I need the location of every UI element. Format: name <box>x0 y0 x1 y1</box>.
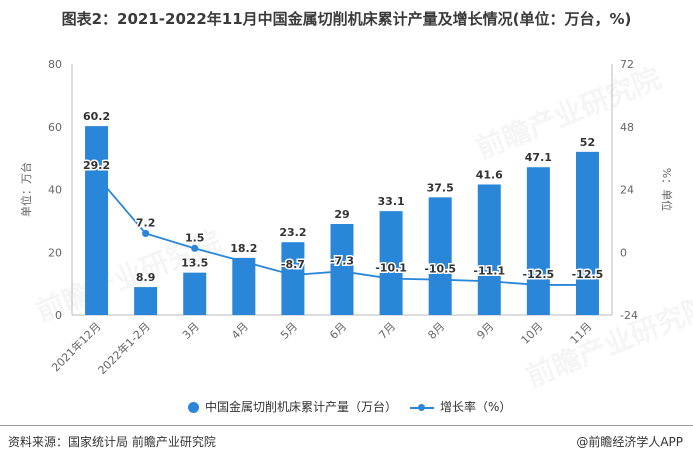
bar-data-label: 47.1 <box>525 151 552 164</box>
y2-tick-label: -24 <box>620 309 638 322</box>
bar-data-label: 23.2 <box>279 226 306 239</box>
line-point <box>485 277 493 285</box>
legend-line-swatch <box>410 402 434 413</box>
bar <box>428 197 452 315</box>
legend-bar-swatch <box>188 402 199 413</box>
bar-data-label: 18.2 <box>230 242 257 255</box>
line-point <box>338 267 346 275</box>
footer-divider <box>0 425 693 426</box>
line-data-label: 7.2 <box>136 216 156 229</box>
line-point <box>92 172 101 180</box>
line-point <box>289 271 297 279</box>
page-title: 图表2：2021-2022年11月中国金属切削机床累计产量及增长情况(单位：万台… <box>61 10 632 28</box>
bar-data-label: 8.9 <box>136 271 156 284</box>
bar-data-label: 13.5 <box>181 257 208 270</box>
x-tick-label: 7月 <box>376 320 398 342</box>
bar-data-label: 52 <box>580 136 595 149</box>
bar <box>281 242 305 315</box>
bar <box>183 272 207 315</box>
bar <box>379 211 403 315</box>
x-tick-label: 8月 <box>425 320 447 342</box>
line-point <box>191 244 199 252</box>
line-point <box>534 281 542 289</box>
line-data-label: -10.5 <box>424 263 456 276</box>
line-data-label: -10.1 <box>375 262 407 275</box>
line-point <box>436 276 444 284</box>
y2-tick-label: 72 <box>620 58 634 71</box>
y2-tick-label: 0 <box>620 246 627 259</box>
legend-line-label: 增长率（%） <box>440 400 512 414</box>
bar <box>575 151 599 315</box>
y-axis-title: 单位：万台 <box>19 162 33 217</box>
x-tick-label: 10月 <box>519 320 546 347</box>
line-point <box>142 229 150 238</box>
bar-data-label: 29 <box>334 208 349 221</box>
x-tick-label: 6月 <box>327 320 349 342</box>
y2-tick-label: 48 <box>620 121 634 134</box>
y2-axis-title: %：单位 <box>660 168 674 211</box>
x-tick-label: 11月 <box>568 320 595 347</box>
x-tick-label: 2021年12月 <box>49 319 104 374</box>
line-data-label: -12.5 <box>572 268 604 281</box>
line-data-label: 1.5 <box>185 231 205 244</box>
x-tick-label: 9月 <box>474 320 496 342</box>
credit-note: @前瞻经济学人APP <box>576 435 683 449</box>
y-tick-label: 80 <box>48 58 62 71</box>
source-note: 资料来源：国家统计局 前瞻产业研究院 <box>8 435 216 449</box>
line-point <box>387 275 395 283</box>
line-point <box>583 281 592 289</box>
legend-bar-label: 中国金属切削机床累计产量（万台） <box>205 400 398 414</box>
bar-data-label: 37.5 <box>427 181 454 194</box>
bar-data-label: 41.6 <box>476 168 503 181</box>
y2-tick-label: 24 <box>620 184 634 197</box>
bar-data-label: 60.2 <box>83 110 110 123</box>
y-tick-label: 0 <box>55 309 62 322</box>
line-data-label: 29.2 <box>83 159 110 172</box>
line-data-label: -8.7 <box>281 258 305 271</box>
bar <box>526 167 550 315</box>
bar <box>232 257 256 315</box>
x-tick-label: 5月 <box>278 320 300 342</box>
y-tick-label: 60 <box>48 121 62 134</box>
y-tick-label: 40 <box>48 184 62 197</box>
y-tick-label: 20 <box>48 246 62 259</box>
chart: 0 20 40 60 80 -24 0 24 48 72 单位：万台 %：单位 60.2 8.9 13.5 1… <box>19 58 674 377</box>
line-data-label: -12.5 <box>523 268 555 281</box>
x-tick-label: 3月 <box>180 320 202 342</box>
x-tick-label: 2022年1-2月 <box>95 319 153 377</box>
line-data-label: -11.1 <box>473 264 505 277</box>
bar <box>477 184 501 315</box>
bar <box>85 126 109 315</box>
legend-line: 增长率（%） <box>410 398 511 415</box>
bar-data-label: 33.1 <box>378 195 405 208</box>
legend-bar: 中国金属切削机床累计产量（万台） <box>188 398 397 415</box>
bar <box>134 287 158 315</box>
line-data-label: -7.3 <box>330 254 354 267</box>
growth-line <box>95 175 588 286</box>
x-tick-label: 4月 <box>229 320 251 342</box>
